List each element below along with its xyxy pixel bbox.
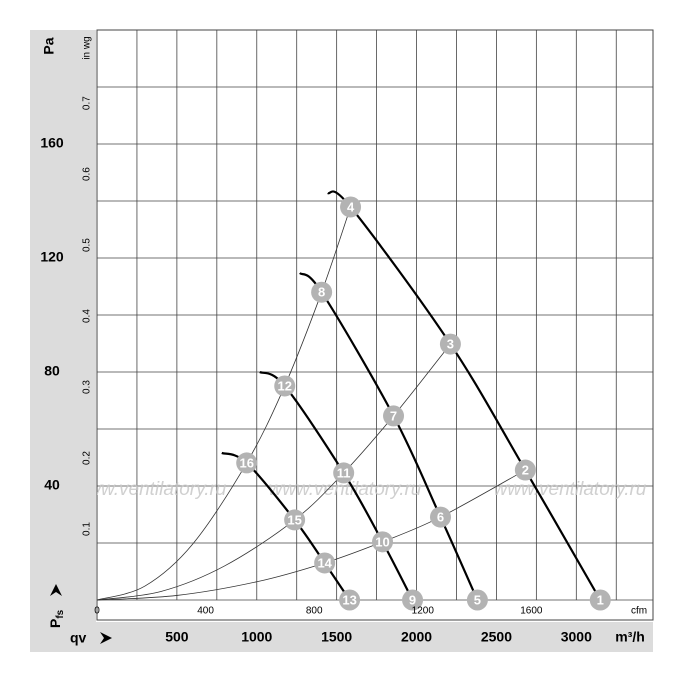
watermarks: www.ventilatory.ru www.ventilatory.ru www.… (74, 479, 647, 500)
marker (466, 589, 488, 611)
bottom-band (30, 622, 653, 652)
marker-label: 7 (390, 408, 397, 423)
x-tick-label: 3000 (561, 629, 592, 645)
y2-tick-label: 0.5 (82, 238, 93, 252)
marker-label: 1 (597, 592, 604, 607)
marker-label: 6 (437, 510, 444, 525)
arrow (100, 632, 112, 644)
y2-tick-label: 0.1 (82, 522, 93, 536)
marker-label: 10 (375, 534, 389, 549)
marker (311, 281, 333, 303)
marker (339, 589, 361, 611)
marker (402, 589, 424, 611)
x2-tick-label: 400 (197, 606, 214, 617)
plot-area (96, 29, 654, 621)
x-tick-label: 1000 (241, 629, 272, 645)
y-axis-label: Pa (41, 37, 57, 54)
grid (97, 30, 653, 601)
x-tick-label: 2500 (481, 629, 512, 645)
marker (333, 462, 355, 484)
marker (430, 506, 452, 528)
marker-label: 14 (317, 555, 332, 570)
labels: 40 80 120 160 500 1000 1500 2000 2500 3000 0 400 800… (40, 36, 647, 645)
marker-label: 3 (447, 337, 454, 352)
x2-tick-label: 1600 (520, 606, 543, 617)
watermark: www.ventilatory.ru (74, 479, 227, 500)
y2-tick-label: 0.7 (82, 96, 93, 110)
y-tick-label: 40 (44, 477, 60, 493)
marker (372, 531, 394, 553)
y-symbol: Pfs (47, 609, 66, 628)
y2-axis-label: in wg (82, 36, 93, 59)
x-tick-label: 2000 (401, 629, 432, 645)
marker-label: 4 (347, 199, 355, 214)
x-axis-label: m³/h (615, 629, 645, 645)
marker-label: 5 (474, 592, 481, 607)
marker-label: 11 (337, 465, 351, 480)
x2-tick-label: 800 (306, 606, 323, 617)
marker (236, 452, 258, 474)
marker-label: 12 (277, 378, 291, 393)
x2-tick-label: 0 (94, 606, 100, 617)
y-tick-label: 160 (40, 135, 64, 151)
y-symbol-main: P (47, 619, 63, 628)
x-tick-label: 500 (165, 629, 189, 645)
left-band (30, 30, 96, 626)
y-symbol-sub: fs (55, 609, 66, 618)
watermark: www.ventilatory.ru (269, 479, 422, 500)
marker (589, 589, 611, 611)
marker-label: 15 (287, 512, 301, 527)
y2-tick-label: 0.6 (82, 167, 93, 181)
marker-label: 8 (318, 285, 325, 300)
y2-tick-label: 0.4 (82, 309, 93, 323)
marker (340, 196, 362, 218)
marker (314, 552, 336, 574)
marker (514, 459, 536, 481)
marker-label: 16 (239, 455, 253, 470)
y-tick-label: 120 (40, 249, 64, 265)
marker (274, 375, 296, 397)
y2-tick-label: 0.2 (82, 451, 93, 465)
x2-tick-label: 1200 (412, 606, 435, 617)
y-tick-label: 80 (44, 363, 60, 379)
marker (383, 405, 405, 427)
watermark: www.ventilatory.ru (494, 479, 647, 500)
arrow (50, 584, 62, 596)
marker-label: 13 (342, 592, 356, 607)
marker-label: 9 (409, 592, 416, 607)
marker (284, 509, 306, 531)
x2-axis-label: cfm (631, 606, 647, 617)
marker-label: 2 (522, 462, 529, 477)
y2-tick-label: 0.3 (82, 380, 93, 394)
x-symbol: qv (70, 630, 87, 646)
x-tick-label: 1500 (321, 629, 352, 645)
marker (439, 333, 461, 355)
